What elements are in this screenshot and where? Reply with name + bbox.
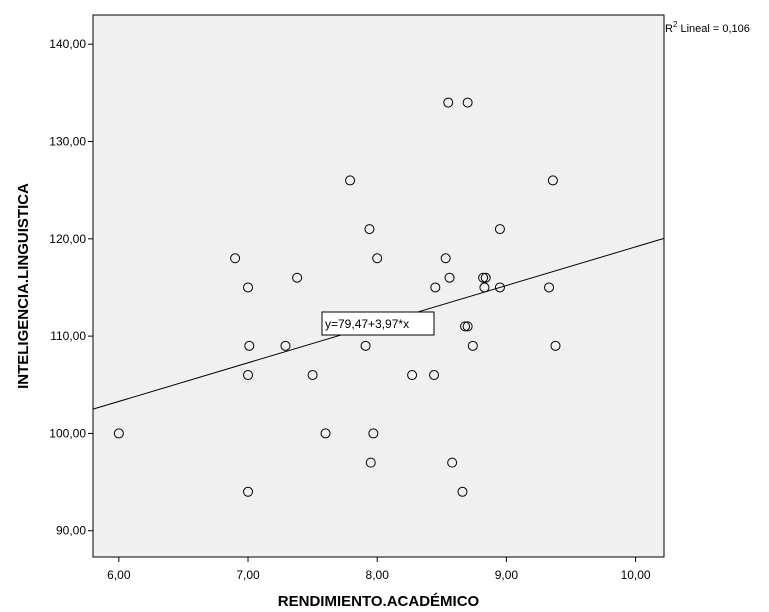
data-point xyxy=(430,282,441,293)
data-points xyxy=(113,97,561,497)
data-point xyxy=(364,224,375,235)
r-squared-value: Lineal = 0,106 xyxy=(677,23,749,35)
x-axis-title: RENDIMIENTO.ACADÉMICO xyxy=(278,593,480,610)
data-point xyxy=(462,321,473,332)
data-point xyxy=(243,486,254,497)
data-point xyxy=(460,321,471,332)
data-point xyxy=(440,253,451,264)
data-point xyxy=(447,457,458,468)
x-tick-label: 10,00 xyxy=(621,568,651,582)
data-point xyxy=(444,272,455,283)
data-point xyxy=(494,224,505,235)
data-point xyxy=(547,175,558,186)
x-tick-label: 8,00 xyxy=(366,568,390,582)
data-point xyxy=(429,370,440,381)
y-tick-label: 130,00 xyxy=(49,134,86,148)
equation-label: y=79,47+3,97*x xyxy=(321,311,435,336)
data-point xyxy=(360,340,371,351)
data-point xyxy=(544,282,555,293)
data-point xyxy=(479,282,490,293)
data-point xyxy=(244,340,255,351)
y-tick-label: 100,00 xyxy=(49,426,86,440)
data-point xyxy=(243,282,254,293)
y-tick-label: 90,00 xyxy=(56,524,86,538)
data-point xyxy=(462,97,473,108)
data-point xyxy=(365,457,376,468)
data-point xyxy=(480,272,491,283)
data-point xyxy=(230,253,241,264)
x-tick-label: 9,00 xyxy=(495,568,519,582)
y-tick-label: 120,00 xyxy=(49,232,86,246)
r-squared-label: R2 Lineal = 0,106 xyxy=(665,20,750,35)
data-point xyxy=(292,272,303,283)
data-point xyxy=(307,370,318,381)
r-squared-superscript: 2 xyxy=(673,20,678,29)
data-point xyxy=(243,370,254,381)
r-squared-prefix: R xyxy=(665,23,673,35)
data-point xyxy=(372,253,383,264)
data-point xyxy=(113,428,124,439)
data-point xyxy=(320,428,331,439)
y-axis-title: INTELIGENCIA.LINGUISTICA xyxy=(15,183,32,389)
y-tick-label: 110,00 xyxy=(50,329,86,343)
data-point xyxy=(550,340,561,351)
y-tick-label: 140,00 xyxy=(49,37,86,51)
data-point xyxy=(467,340,478,351)
data-point xyxy=(457,486,468,497)
y-axis: 90,00 100,00 110,00 120,00 130,00 140,00 xyxy=(49,37,93,538)
data-point xyxy=(478,272,489,283)
data-point xyxy=(368,428,379,439)
data-point xyxy=(280,340,291,351)
data-point xyxy=(443,97,454,108)
x-tick-label: 7,00 xyxy=(236,568,260,582)
data-point xyxy=(407,370,418,381)
x-tick-label: 6,00 xyxy=(107,568,131,582)
plot-area xyxy=(92,14,665,558)
data-point xyxy=(345,175,356,186)
x-axis: 6,00 7,00 8,00 9,00 10,00 xyxy=(107,557,651,582)
equation-text: y=79,47+3,97*x xyxy=(325,317,409,331)
data-point xyxy=(494,282,505,293)
